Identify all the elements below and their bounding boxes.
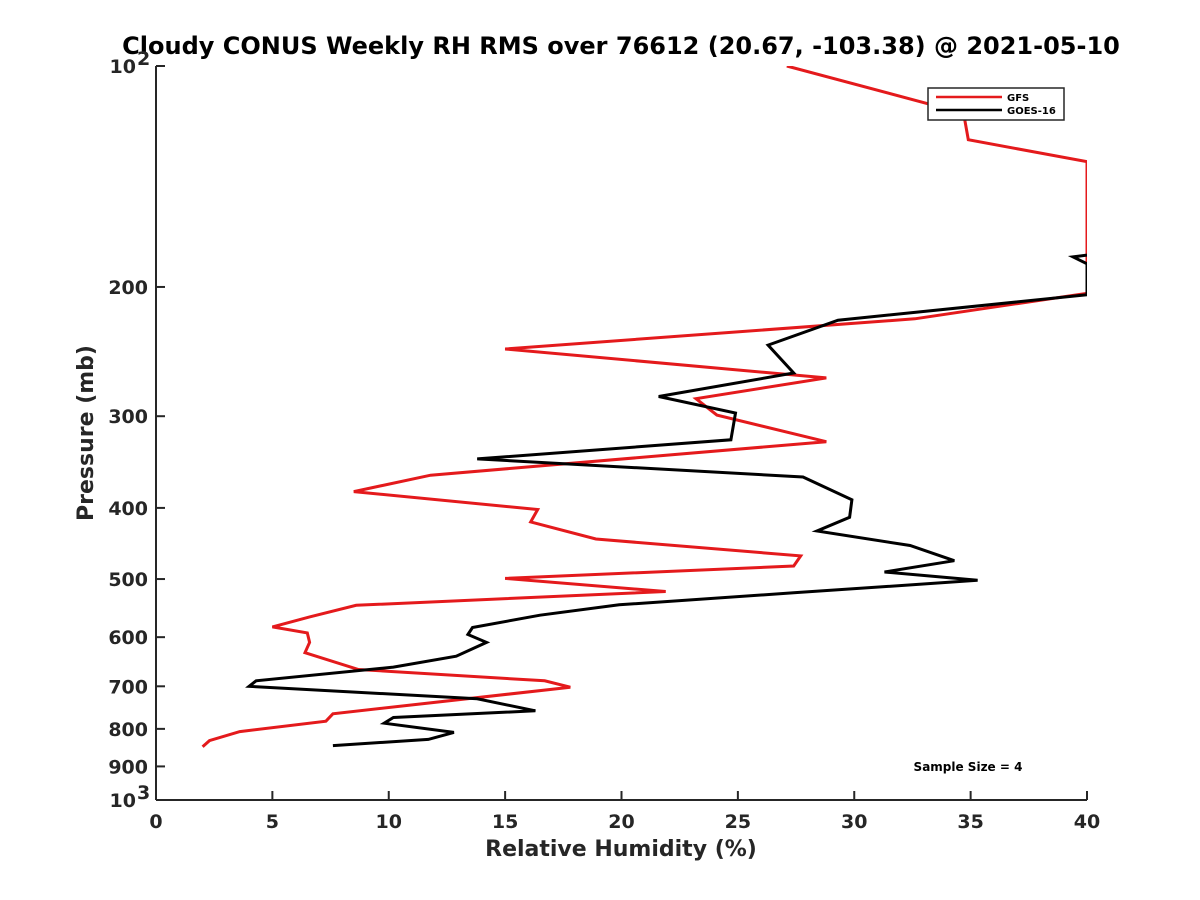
y-tick-exponent: 3 (137, 782, 150, 804)
legend-box (927, 87, 1065, 121)
x-tick-label: 40 (1074, 811, 1100, 833)
y-tick-label: 700 (108, 676, 148, 698)
y-tick-label: 10 (110, 790, 136, 812)
x-tick-label: 25 (725, 811, 751, 833)
legend-label-gfs: GFS (1007, 93, 1029, 104)
y-axis-label: Pressure (mb) (74, 345, 99, 521)
x-tick-label: 15 (492, 811, 518, 833)
series-line-goes16 (245, 253, 1087, 748)
x-tick-label: 35 (957, 811, 983, 833)
legend-label-goes16: GOES-16 (1007, 106, 1056, 117)
y-tick-label: 300 (108, 406, 148, 428)
x-tick-label: 10 (376, 811, 402, 833)
series-layer (201, 66, 1087, 748)
y-tick-label: 600 (108, 627, 148, 649)
y-tick-label: 800 (108, 719, 148, 741)
series-line-gfs (201, 66, 1087, 748)
y-tick-exponent: 2 (137, 48, 150, 70)
x-tick-label: 20 (608, 811, 634, 833)
x-tick-label: 5 (266, 811, 279, 833)
chart-title: Cloudy CONUS Weekly RH RMS over 76612 (2… (122, 32, 1120, 60)
y-tick-label: 500 (108, 569, 148, 591)
y-tick-label: 10 (110, 56, 136, 78)
y-tick-label: 900 (108, 756, 148, 778)
x-ticks: 0 5 10 15 20 25 30 35 40 (149, 791, 1100, 833)
x-axis-label: Relative Humidity (%) (485, 837, 757, 862)
x-tick-label: 30 (841, 811, 867, 833)
x-tick-label: 0 (149, 811, 162, 833)
sample-size-annotation: Sample Size = 4 (914, 760, 1023, 774)
legend: GFS GOES-16 (927, 87, 1065, 121)
y-tick-label: 400 (108, 498, 148, 520)
y-tick-label: 200 (108, 277, 148, 299)
